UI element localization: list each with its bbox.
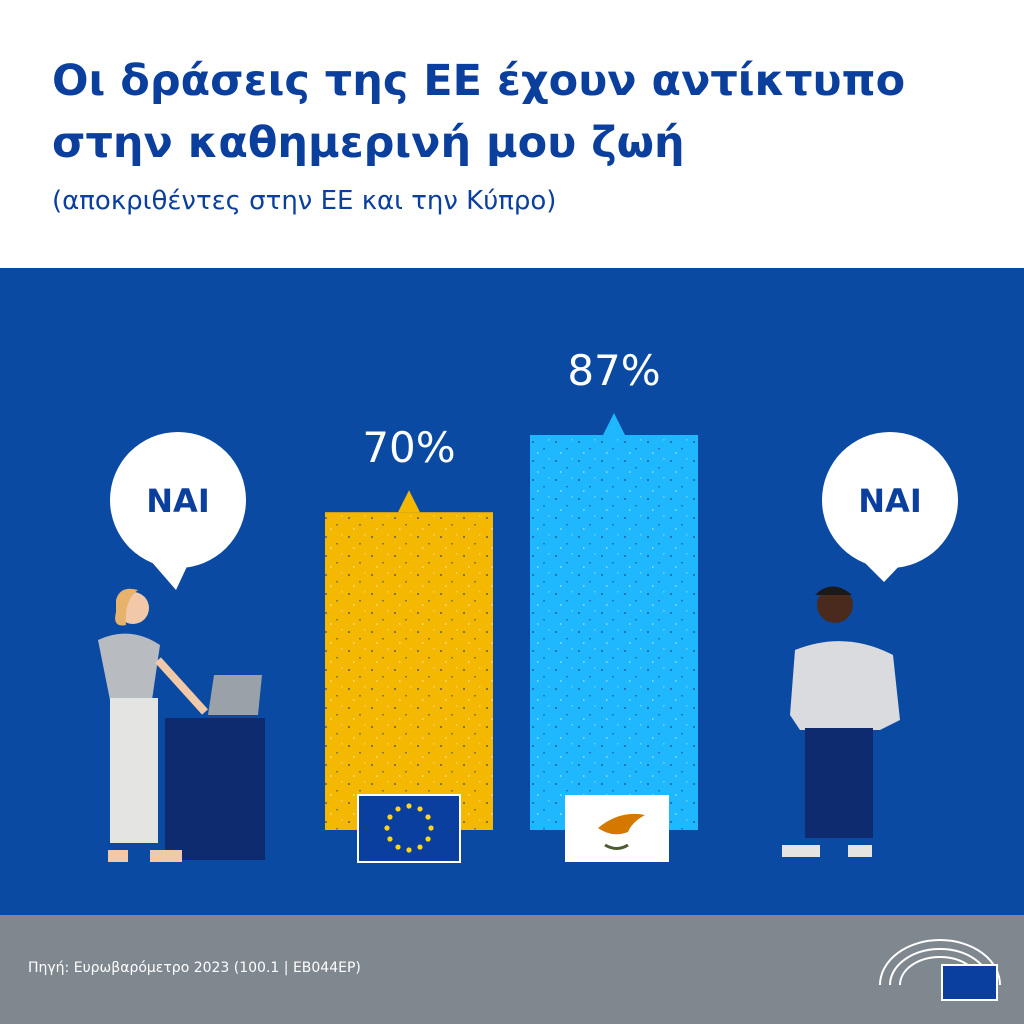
star (425, 814, 431, 820)
bar-pointer (398, 490, 420, 513)
star (395, 844, 401, 850)
footer (0, 915, 1024, 1024)
star (406, 847, 412, 853)
bar-texture (530, 435, 698, 830)
bubble-text: ΝΑΙ (858, 482, 921, 520)
star (406, 803, 412, 809)
person-right (782, 586, 900, 857)
bubble-text: ΝΑΙ (146, 482, 209, 520)
star (387, 814, 393, 820)
star (425, 836, 431, 842)
eu-flag (357, 794, 461, 863)
title: Οι δράσεις της ΕΕ έχουν αντίκτυπο στην κ… (52, 56, 906, 168)
value-label: 70% (362, 423, 455, 472)
speech-bubble: ΝΑΙ (110, 432, 246, 590)
star (417, 806, 423, 812)
star (384, 825, 390, 831)
cyprus-flag (565, 795, 669, 862)
person-left (98, 588, 265, 862)
star (387, 836, 393, 842)
star (395, 806, 401, 812)
speech-bubble: ΝΑΙ (822, 432, 958, 582)
bar-pointer (603, 413, 625, 436)
star (417, 844, 423, 850)
star (428, 825, 434, 831)
source: Πηγή: Ευρωβαρόμετρο 2023 (100.1 | EB044E… (28, 960, 361, 976)
subtitle: (αποκριθέντες στην ΕΕ και την Κύπρο) (52, 186, 557, 216)
ep-logo (879, 939, 1001, 1001)
value-label: 87% (567, 346, 660, 395)
bar-texture (325, 512, 493, 830)
